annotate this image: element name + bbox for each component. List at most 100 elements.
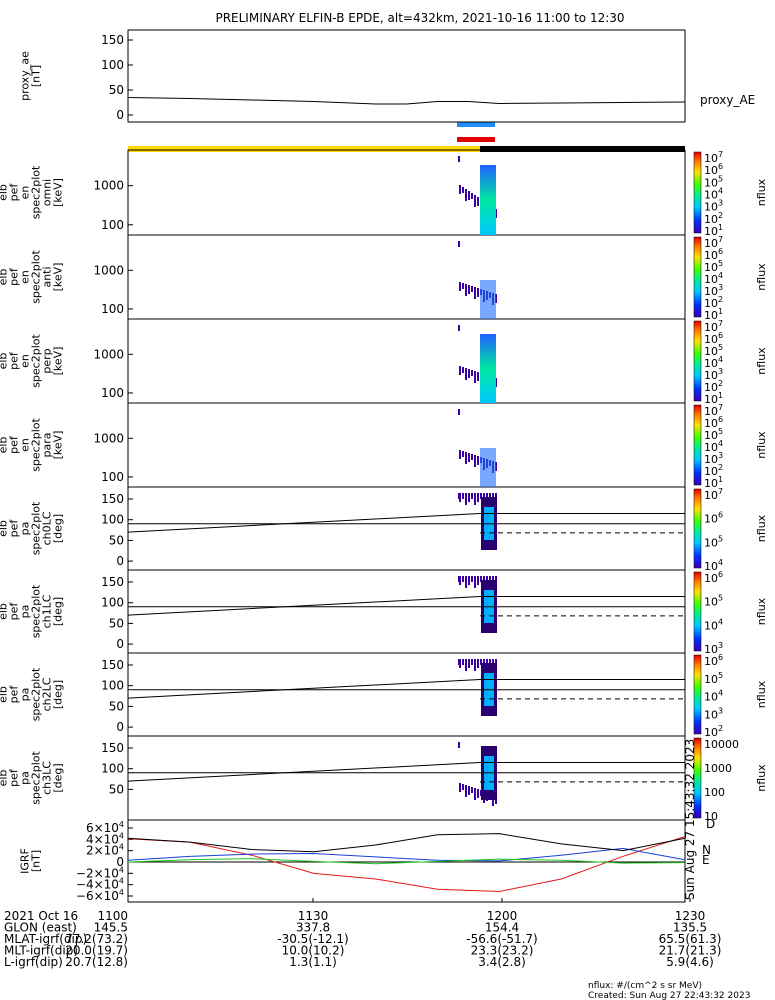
- spectrogram-streak: [462, 659, 464, 665]
- footer-value: 1100: [97, 909, 128, 923]
- igrf-line-N: [127, 847, 686, 862]
- footer-value: 3.4(2.8): [478, 955, 526, 969]
- panel-ylabel: elbpefpaspec2plotch0LC[deg]: [0, 501, 65, 555]
- spectrogram-3: [458, 325, 497, 403]
- footer-value: 135.5: [673, 921, 707, 935]
- spectrogram-streak: [459, 185, 461, 194]
- panel-1: elbpefenspec2plotomni[keV] 10001001071061…: [0, 149, 768, 238]
- footer-value: -30.5(-12.1): [277, 932, 348, 946]
- colorbar-label: nflux: [755, 764, 768, 792]
- ytick-label: 100: [101, 58, 124, 72]
- colorbar: [693, 236, 702, 318]
- panel-9: IGRF[nT] 6×1044×1042×1040−2×104−4×104−6×1…: [19, 817, 716, 903]
- spectrogram-streak: [458, 742, 460, 748]
- ytick-label: −6×104: [76, 888, 124, 903]
- footer-value: 1200: [487, 909, 518, 923]
- spectrogram-streak: [471, 787, 473, 793]
- ytick-label: 6×104: [86, 820, 124, 835]
- spectrogram-streak: [465, 189, 467, 201]
- colorbar: [693, 488, 702, 569]
- ytick-label: 50: [109, 83, 124, 97]
- footer-value: 1.3(1.1): [289, 955, 337, 969]
- spectrogram-2: [458, 241, 497, 319]
- footer-value: 20.7(12.8): [65, 955, 128, 969]
- spectrogram-streak: [459, 366, 461, 375]
- side-stamp: Sun Aug 27 15:43:32 2023: [683, 739, 697, 900]
- panel-2: elbpefenspec2plotanti[keV] 10001001071061…: [0, 234, 768, 322]
- spectrogram-streak: [458, 156, 460, 162]
- colorbar-label: nflux: [755, 597, 768, 625]
- colorbar-label: nflux: [755, 178, 768, 206]
- spectrogram-streak: [468, 493, 470, 502]
- panel-3: elbpefenspec2plotperp[keV] 10001001071061…: [0, 318, 768, 406]
- panel-frame: [127, 29, 686, 123]
- colorbar-tick-label: 106: [704, 570, 723, 585]
- spectrogram-streak: [468, 191, 470, 200]
- spectrogram-core: [480, 165, 496, 235]
- colorbar-tick-label: 102: [704, 724, 723, 739]
- colorbar-tick-label: 1000: [704, 762, 732, 775]
- spectrogram-streak: [468, 453, 470, 462]
- panel-5: elbpefpaspec2plotch0LC[deg] 150 100 50 0 107 1…: [0, 486, 768, 573]
- ytick-label: 100: [101, 386, 124, 400]
- spectrogram-streak: [465, 368, 467, 380]
- colorbar-tick-label: 106: [704, 653, 723, 668]
- panel-frame: [127, 234, 686, 320]
- panel-ylabel: elbpefpaspec2plotch1LC[deg]: [0, 584, 65, 638]
- spectrogram-streak: [468, 285, 470, 294]
- colorbar: [693, 737, 702, 819]
- bar-red: [457, 137, 495, 142]
- igrf-line-E: [127, 858, 686, 865]
- colorbar-tick-label: 10000: [704, 738, 739, 751]
- spectrogram-streak: [459, 282, 461, 291]
- colorbar-tick-label: 106: [704, 511, 723, 526]
- spectrogram-streak: [474, 576, 476, 588]
- spectrogram-core: [480, 334, 496, 403]
- spectrogram-streak: [477, 456, 479, 465]
- legend-D: D: [706, 817, 715, 831]
- footer-value: 20.0(19.7): [65, 944, 128, 958]
- ytick-label: 1000: [93, 431, 124, 445]
- spectrogram-streak: [462, 367, 464, 373]
- pa-lines-7: [127, 678, 685, 700]
- ytick-label: 0: [116, 108, 124, 122]
- panel-frame: [127, 402, 686, 488]
- ytick-label: 100: [101, 596, 124, 610]
- spectrogram-streak: [474, 455, 476, 467]
- colorbar-tick-label: 104: [704, 617, 723, 632]
- footer-value: 23.3(23.2): [471, 944, 534, 958]
- spectrogram-streak: [474, 287, 476, 299]
- colorbar: [693, 320, 702, 402]
- ytick-label: 1000: [93, 347, 124, 361]
- spectrogram-1: [458, 156, 497, 235]
- spectrogram-streak: [471, 454, 473, 460]
- colorbar-label: nflux: [755, 514, 768, 542]
- panel-frame: [127, 569, 686, 654]
- spectrogram-streak: [462, 784, 464, 790]
- spectrogram-streak: [477, 659, 479, 668]
- panel-0: proxy_ae[nT] 150 100 50 0 proxy_AE: [19, 29, 755, 123]
- colorbar: [693, 571, 702, 652]
- ytick-label: 0: [116, 720, 124, 734]
- ytick-label: 4×104: [86, 831, 124, 846]
- ytick-label: 150: [101, 741, 124, 755]
- footer-row-label: GLON (east): [4, 921, 77, 935]
- fast-zone-bar: [480, 146, 685, 152]
- ytick-label: 150: [101, 658, 124, 672]
- panel-frame: [127, 652, 686, 737]
- ytick-label: 100: [101, 470, 124, 484]
- spectrogram-streak: [489, 576, 491, 582]
- panel-7: elbpefpaspec2plotch2LC[deg] 150 100 50 0 106 1…: [0, 652, 768, 739]
- panel-frame: [127, 486, 686, 571]
- ytick-label: 100: [101, 513, 124, 527]
- panel-ylabel: elbpefenspec2plotanti[keV]: [0, 250, 65, 304]
- spectrogram-streak: [458, 241, 460, 247]
- ytick-label: 50: [109, 533, 124, 547]
- spectrogram-7: [458, 659, 497, 716]
- spectrogram-streak: [477, 493, 479, 502]
- ytick-label: 100: [101, 218, 124, 232]
- panel-4: elbpefenspec2plotpara[keV] 10001001071061…: [0, 402, 768, 490]
- ytick-label: 1000: [93, 179, 124, 193]
- footer-value: 65.5(61.3): [659, 932, 722, 946]
- panel-ylabel: elbpefenspec2plotpara[keV]: [0, 418, 65, 472]
